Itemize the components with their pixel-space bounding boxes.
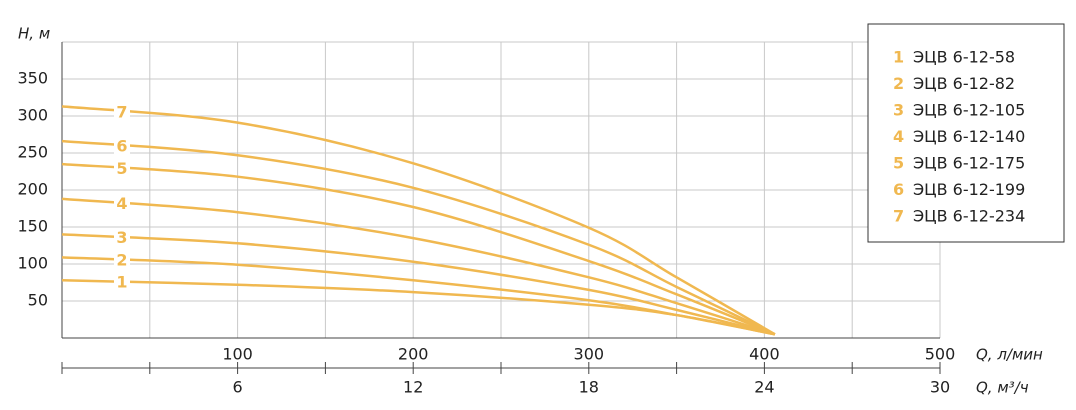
x-axis-label: Q, л/мин <box>976 346 1043 364</box>
legend-label: ЭЦВ 6-12-82 <box>913 74 1015 93</box>
x-tick-label: 300 <box>574 345 605 364</box>
x-tick-label: 500 <box>925 345 956 364</box>
curve-label: 3 <box>116 228 127 247</box>
curve-label: 7 <box>116 102 127 121</box>
curve <box>61 197 776 336</box>
legend-number: 5 <box>893 154 904 173</box>
curve-label: 4 <box>116 194 127 213</box>
curve-label-bg <box>114 228 130 247</box>
curve-label: 2 <box>116 250 127 269</box>
y-tick-label: 300 <box>17 106 48 125</box>
y-tick-label: 200 <box>17 180 48 199</box>
x2-axis-label: Q, м³/ч <box>976 379 1029 397</box>
x2-tick-label: 30 <box>930 378 950 397</box>
y-tick-label: 100 <box>17 254 48 273</box>
curve <box>61 233 776 336</box>
legend-label: ЭЦВ 6-12-58 <box>913 48 1015 67</box>
legend-label: ЭЦВ 6-12-199 <box>913 180 1025 199</box>
legend-box <box>867 23 1065 243</box>
curve-label: 1 <box>116 272 127 291</box>
x-tick-label: 100 <box>222 345 253 364</box>
legend-label: ЭЦВ 6-12-175 <box>913 154 1025 173</box>
curve <box>61 162 776 336</box>
curve-label-bg <box>114 272 130 291</box>
x-tick-label: 200 <box>398 345 429 364</box>
y-tick-label: 50 <box>28 291 48 310</box>
x2-tick-label: 6 <box>233 378 243 397</box>
x2-tick-label: 24 <box>754 378 774 397</box>
legend-number: 4 <box>893 127 904 146</box>
curve <box>61 256 776 336</box>
y-tick-label: 150 <box>17 217 48 236</box>
y-tick-label: 350 <box>17 69 48 88</box>
legend-number: 2 <box>893 74 904 93</box>
legend-label: ЭЦВ 6-12-140 <box>913 127 1025 146</box>
curve-label: 5 <box>116 159 127 178</box>
curve-label-bg <box>114 159 130 178</box>
y-axis-label: H, м <box>18 25 50 43</box>
curve <box>61 105 776 336</box>
y-tick-label: 250 <box>17 143 48 162</box>
legend-number: 6 <box>893 180 904 199</box>
legend-number: 1 <box>893 48 904 67</box>
curve-label-bg <box>114 102 130 121</box>
curve <box>61 139 776 336</box>
curve-label-bg <box>114 194 130 213</box>
legend-label: ЭЦВ 6-12-234 <box>913 207 1025 226</box>
legend-label: ЭЦВ 6-12-105 <box>913 101 1025 120</box>
x2-tick-label: 18 <box>579 378 599 397</box>
x-tick-label: 400 <box>749 345 780 364</box>
x2-tick-label: 12 <box>403 378 423 397</box>
legend-number: 7 <box>893 207 904 226</box>
curve-label-bg <box>114 136 130 155</box>
legend-number: 3 <box>893 101 904 120</box>
curve-label-bg <box>114 250 130 269</box>
curve-label: 6 <box>116 136 127 155</box>
